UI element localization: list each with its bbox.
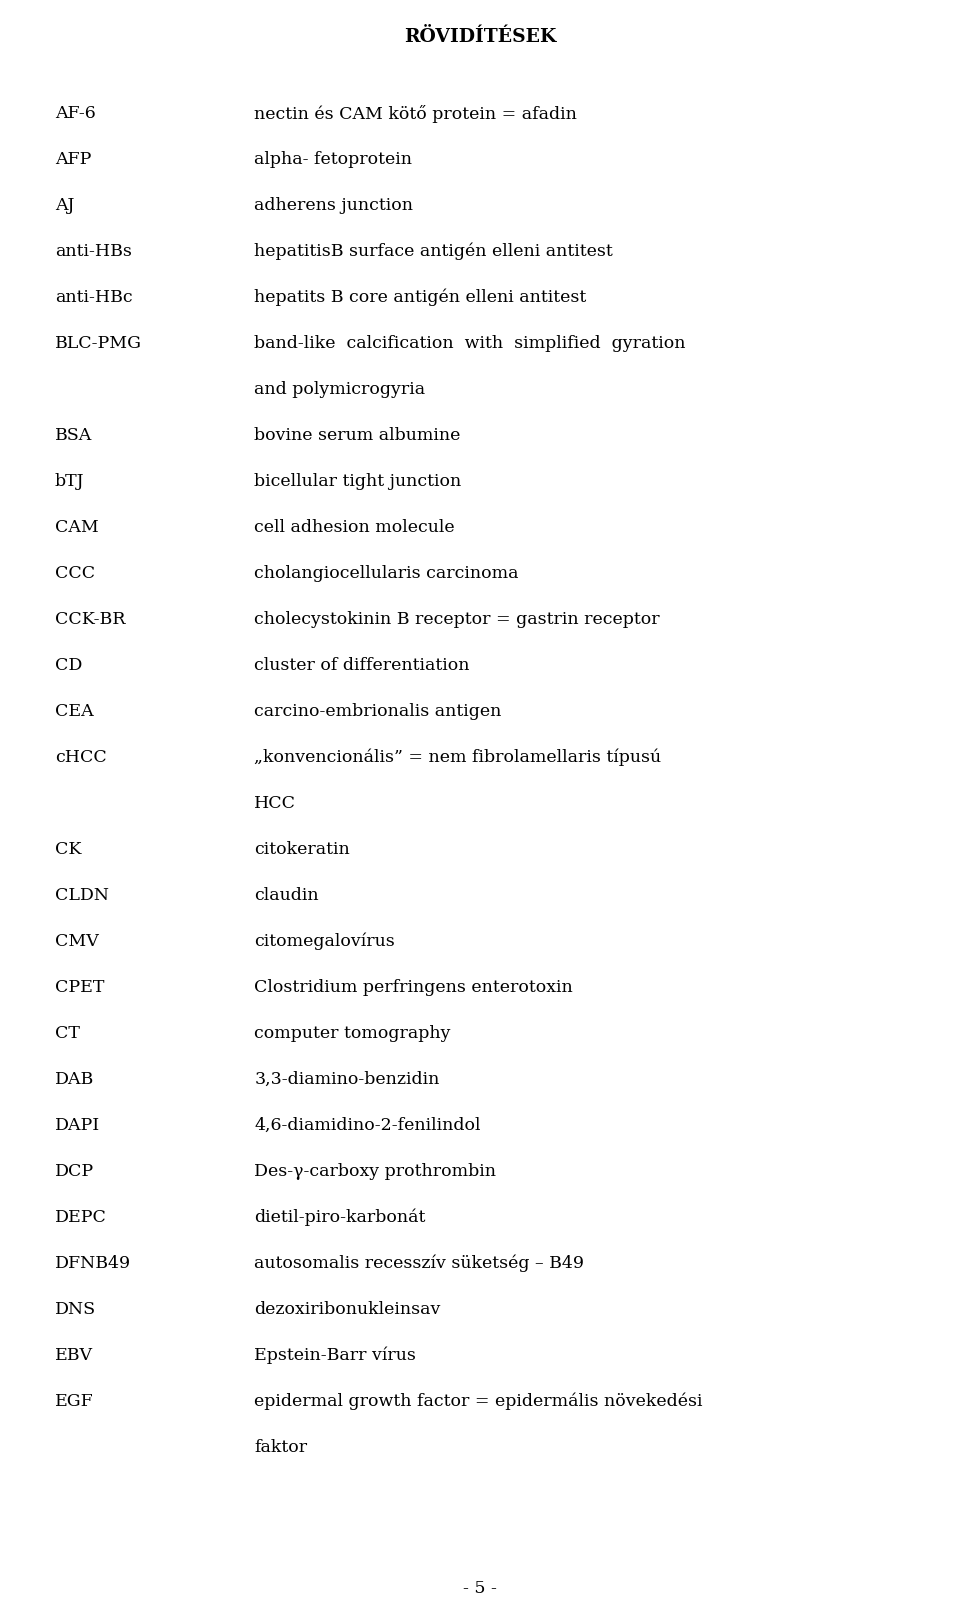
Text: BLC-PMG: BLC-PMG [55, 336, 142, 352]
Text: „konvencionális” = nem fibrolamellaris típusú: „konvencionális” = nem fibrolamellaris t… [254, 749, 661, 767]
Text: CAM: CAM [55, 519, 99, 535]
Text: EBV: EBV [55, 1346, 93, 1364]
Text: DAB: DAB [55, 1071, 94, 1088]
Text: cluster of differentiation: cluster of differentiation [254, 657, 469, 675]
Text: dezoxiribonukleinsav: dezoxiribonukleinsav [254, 1301, 441, 1319]
Text: Epstein-Barr vírus: Epstein-Barr vírus [254, 1346, 417, 1364]
Text: DFNB49: DFNB49 [55, 1255, 131, 1272]
Text: autosomalis recesszív süketség – B49: autosomalis recesszív süketség – B49 [254, 1255, 585, 1273]
Text: and polymicrogyria: and polymicrogyria [254, 381, 425, 397]
Text: CK: CK [55, 840, 82, 858]
Text: CCK-BR: CCK-BR [55, 611, 125, 628]
Text: CD: CD [55, 657, 83, 675]
Text: bicellular tight junction: bicellular tight junction [254, 474, 462, 490]
Text: CMV: CMV [55, 933, 99, 950]
Text: bTJ: bTJ [55, 474, 84, 490]
Text: computer tomography: computer tomography [254, 1025, 451, 1041]
Text: BSA: BSA [55, 427, 92, 444]
Text: CLDN: CLDN [55, 887, 108, 903]
Text: RÖVIDÍTÉSEK: RÖVIDÍTÉSEK [404, 28, 556, 45]
Text: bovine serum albumine: bovine serum albumine [254, 427, 461, 444]
Text: CCC: CCC [55, 564, 95, 582]
Text: nectin és CAM kötő protein = afadin: nectin és CAM kötő protein = afadin [254, 105, 577, 123]
Text: anti-HBc: anti-HBc [55, 289, 132, 307]
Text: EGF: EGF [55, 1393, 93, 1410]
Text: DAPI: DAPI [55, 1118, 100, 1134]
Text: HCC: HCC [254, 795, 297, 813]
Text: citomegalovírus: citomegalovírus [254, 933, 396, 950]
Text: cell adhesion molecule: cell adhesion molecule [254, 519, 455, 535]
Text: Des-γ-carboxy prothrombin: Des-γ-carboxy prothrombin [254, 1163, 496, 1179]
Text: citokeratin: citokeratin [254, 840, 350, 858]
Text: CEA: CEA [55, 702, 93, 720]
Text: hepatitisB surface antigén elleni antitest: hepatitisB surface antigén elleni antite… [254, 243, 613, 261]
Text: dietil-piro-karbonát: dietil-piro-karbonát [254, 1208, 426, 1226]
Text: faktor: faktor [254, 1439, 307, 1457]
Text: CT: CT [55, 1025, 80, 1041]
Text: cholangiocellularis carcinoma: cholangiocellularis carcinoma [254, 564, 519, 582]
Text: 4,6-diamidino-2-fenilindol: 4,6-diamidino-2-fenilindol [254, 1118, 481, 1134]
Text: cholecystokinin B receptor = gastrin receptor: cholecystokinin B receptor = gastrin rec… [254, 611, 660, 628]
Text: alpha- fetoprotein: alpha- fetoprotein [254, 151, 413, 169]
Text: AF-6: AF-6 [55, 105, 95, 122]
Text: epidermal growth factor = epidermális növekedési: epidermal growth factor = epidermális nö… [254, 1393, 703, 1411]
Text: CPET: CPET [55, 980, 104, 996]
Text: 3,3-diamino-benzidin: 3,3-diamino-benzidin [254, 1071, 440, 1088]
Text: band-like  calcification  with  simplified  gyration: band-like calcification with simplified … [254, 336, 685, 352]
Text: claudin: claudin [254, 887, 319, 903]
Text: DNS: DNS [55, 1301, 96, 1319]
Text: anti-HBs: anti-HBs [55, 243, 132, 260]
Text: DEPC: DEPC [55, 1208, 107, 1226]
Text: AJ: AJ [55, 196, 74, 214]
Text: Clostridium perfringens enterotoxin: Clostridium perfringens enterotoxin [254, 980, 573, 996]
Text: adherens junction: adherens junction [254, 196, 414, 214]
Text: AFP: AFP [55, 151, 91, 169]
Text: cHCC: cHCC [55, 749, 107, 766]
Text: - 5 -: - 5 - [463, 1580, 497, 1598]
Text: DCP: DCP [55, 1163, 94, 1179]
Text: hepatits B core antigén elleni antitest: hepatits B core antigén elleni antitest [254, 289, 587, 307]
Text: carcino-embrionalis antigen: carcino-embrionalis antigen [254, 702, 502, 720]
